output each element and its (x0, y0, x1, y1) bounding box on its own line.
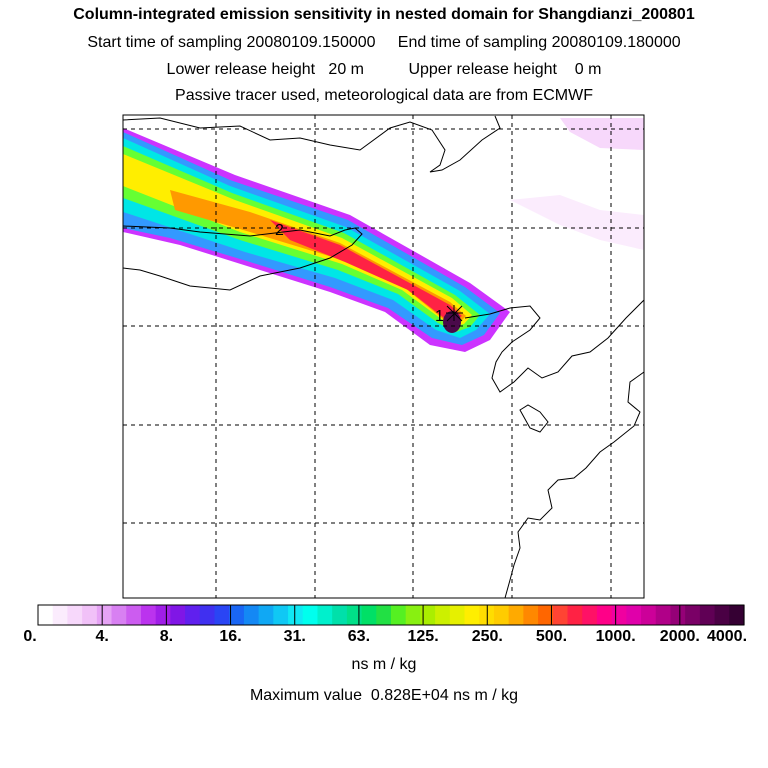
coastline-islands (519, 404, 549, 433)
colorbar-swatch (641, 605, 657, 625)
coastlines (123, 115, 644, 598)
colorbar-tick-label: 250. (471, 628, 503, 645)
colorbar-swatch (170, 605, 186, 625)
colorbar-swatch (243, 605, 260, 625)
colorbar-swatch (670, 605, 686, 625)
colorbar-dividers (101, 605, 681, 625)
colorbar-swatch (523, 605, 539, 625)
colorbar-swatch (596, 605, 613, 625)
colorbar-swatch (288, 605, 304, 625)
graticule (123, 115, 644, 598)
colorbar-swatch (67, 605, 83, 625)
colorbar-units: ns m / kg (351, 656, 417, 673)
colorbar-swatch (376, 605, 392, 625)
colorbar-swatch (346, 605, 363, 625)
maximum-value-text: Maximum value 0.828E+04 ns m / kg (249, 687, 519, 704)
colorbar-swatch (538, 605, 554, 625)
coastline-north (123, 115, 501, 173)
colorbar-frame (37, 604, 745, 626)
plot-title: Column-integrated emission sensitivity i… (73, 6, 695, 23)
colorbar-swatch (449, 605, 466, 625)
colorbar-swatch (391, 605, 407, 625)
colorbar-swatch (126, 605, 142, 625)
colorbar-swatch (52, 605, 69, 625)
colorbar-swatch (493, 605, 510, 625)
colorbar-swatch (699, 605, 716, 625)
colorbar-swatch (626, 605, 642, 625)
map-frame (122, 114, 645, 599)
colorbar-swatch (38, 605, 54, 625)
border-west (123, 225, 363, 291)
plume-faint-region (510, 195, 644, 250)
colorbar-tick-label: 8. (159, 628, 174, 645)
colorbar-swatch (508, 605, 524, 625)
plume-faint-region (560, 118, 644, 150)
colorbar-tick-label: 1000. (595, 628, 636, 645)
colorbar-swatch (258, 605, 274, 625)
map-area: 1 2 (123, 115, 644, 598)
plume-band-orange (170, 190, 466, 323)
colorbar-swatch (155, 605, 171, 625)
colorbar-swatch (229, 605, 245, 625)
colorbar-swatch (96, 605, 113, 625)
colorbar-swatch (582, 605, 598, 625)
colorbar-tick-label: 16. (219, 628, 242, 645)
colorbar-swatch (214, 605, 230, 625)
colorbar-swatch (111, 605, 127, 625)
sampling-time-line: Start time of sampling 20080109.150000 E… (87, 34, 681, 51)
receptor-marker (446, 305, 463, 322)
release-marker-label: 1 (435, 308, 444, 325)
colorbar-swatch (729, 605, 745, 625)
colorbar-swatch (361, 605, 377, 625)
colorbar-swatch (82, 605, 98, 625)
plume-band-red (270, 220, 462, 320)
colorbar-swatch (302, 605, 319, 625)
colorbar-swatch (655, 605, 672, 625)
plume-core (443, 311, 461, 333)
colorbar-swatch (332, 605, 348, 625)
colorbar-swatch (185, 605, 201, 625)
coastline-southeast (504, 371, 644, 598)
colorbar-swatch (685, 605, 701, 625)
colorbar-swatch (405, 605, 422, 625)
colorbar-swatch (199, 605, 216, 625)
colorbar-swatch (273, 605, 289, 625)
colorbar-tick-label: 0. (23, 628, 37, 645)
colorbar-tick-label: 31. (283, 628, 306, 645)
colorbar (38, 605, 745, 625)
colorbar-tick-label: 4000. (706, 628, 748, 645)
tracer-info-line: Passive tracer used, meteorological data… (175, 87, 593, 104)
colorbar-tick-label: 500. (535, 628, 568, 645)
colorbar-tick-label: 2000. (659, 628, 700, 645)
colorbar-swatch (435, 605, 451, 625)
colorbar-swatch (140, 605, 157, 625)
coastline-east (464, 299, 644, 393)
colorbar-swatch (611, 605, 627, 625)
release-marker-label: 2 (275, 222, 284, 239)
release-height-line: Lower release height 20 m Upper release … (166, 61, 602, 78)
colorbar-swatch (420, 605, 436, 625)
colorbar-swatch (317, 605, 333, 625)
colorbar-swatch (714, 605, 730, 625)
colorbar-tick-label: 4. (95, 628, 109, 645)
colorbar-swatch (567, 605, 583, 625)
colorbar-tick-label: 125. (407, 628, 439, 645)
colorbar-swatch (552, 605, 569, 625)
colorbar-swatch (464, 605, 480, 625)
colorbar-tick-label: 63. (347, 628, 371, 645)
